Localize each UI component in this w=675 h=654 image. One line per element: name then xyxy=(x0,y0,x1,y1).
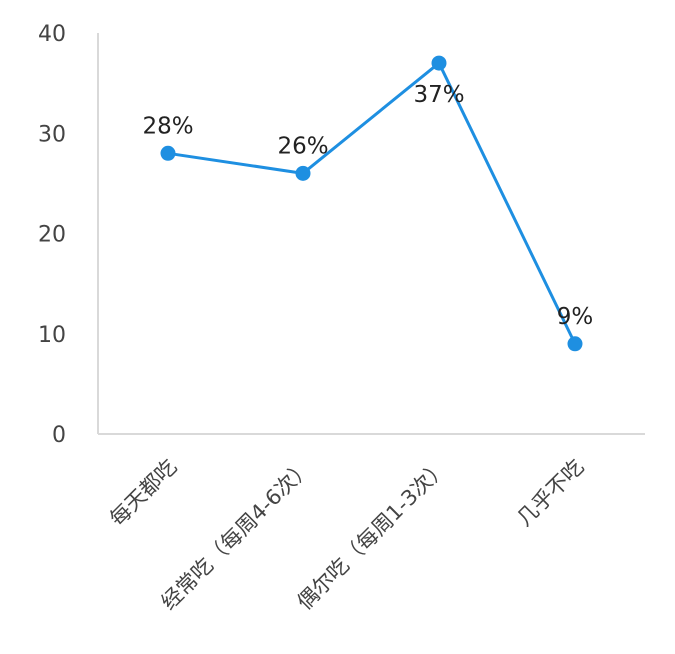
data-point xyxy=(295,165,311,181)
data-label: 28% xyxy=(142,113,193,139)
data-point xyxy=(431,55,447,71)
y-tick-label: 30 xyxy=(38,122,66,147)
y-tick-label: 10 xyxy=(38,323,66,348)
x-category-label: 每天都吃 xyxy=(105,455,181,531)
data-point xyxy=(567,336,583,352)
data-point xyxy=(160,145,176,161)
data-label: 37% xyxy=(413,82,464,108)
data-label: 9% xyxy=(557,304,594,330)
y-tick-label: 0 xyxy=(52,423,66,448)
x-category-label: 几乎不吃 xyxy=(512,455,588,531)
data-label: 26% xyxy=(277,133,328,159)
x-category-label: 经常吃（每周4-6次） xyxy=(157,455,317,615)
x-category-label: 偶尔吃（每周1-3次） xyxy=(293,455,453,615)
y-tick-label: 40 xyxy=(38,22,66,47)
data-labels: 28% 26% 37% 9% xyxy=(142,82,593,330)
series-line xyxy=(166,61,577,346)
y-tick-label: 20 xyxy=(38,223,66,248)
axes xyxy=(97,33,645,435)
series-group xyxy=(160,55,583,352)
y-tick-labels: 0 10 20 30 40 xyxy=(38,22,66,448)
